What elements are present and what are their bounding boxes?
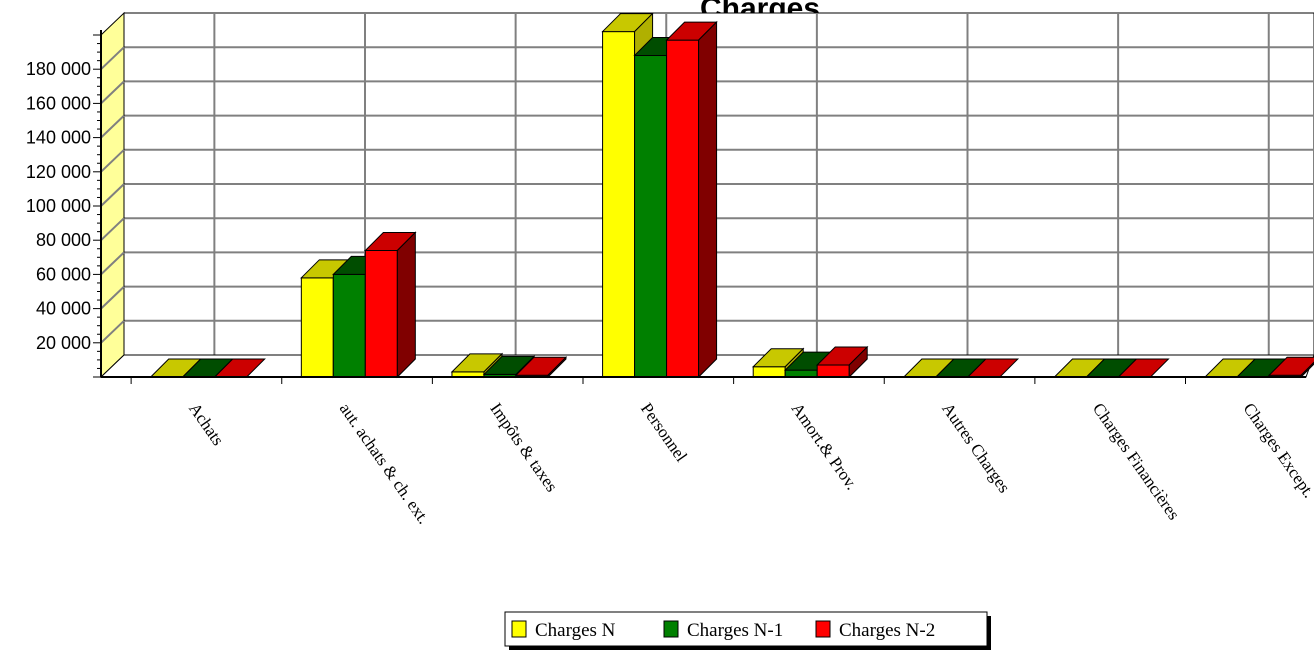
x-tick-label: Achats	[185, 399, 228, 449]
grid-line-wall	[100, 80, 125, 105]
bar	[665, 20, 718, 379]
legend: Charges N Charges N-1 Charges N-2	[504, 611, 991, 650]
x-tick-label: Charges Except.	[1239, 399, 1314, 501]
bar-marks	[149, 12, 1314, 379]
grid-line-wall	[100, 114, 125, 139]
legend-swatch	[511, 620, 527, 638]
legend-item: Charges N	[511, 620, 616, 641]
legend-item: Charges N-1	[663, 620, 783, 641]
y-tick-label: 80 000	[36, 230, 91, 250]
legend-label: Charges N	[535, 620, 616, 641]
x-tick-label: Autres Charges	[938, 399, 1014, 496]
legend-label: Charges N-2	[839, 620, 935, 641]
grid-line-wall	[100, 285, 125, 310]
bar	[364, 231, 417, 379]
bar	[815, 345, 869, 379]
grid-line-wall	[100, 183, 125, 207]
y-tick-label: 20 000	[36, 333, 91, 353]
x-tick-label: Impôts & taxes	[486, 399, 561, 495]
y-tick-label: 40 000	[36, 299, 91, 319]
y-tick-label: 120 000	[26, 162, 91, 182]
legend-item: Charges N-2	[815, 620, 935, 641]
y-tick-label: 100 000	[26, 196, 91, 216]
y-tick-label: 160 000	[26, 93, 91, 113]
y-axis-wall	[100, 11, 125, 379]
y-axis: 20 000 40 000 60 000 80 000 100 000 120 000 14…	[26, 30, 102, 378]
x-tick-label: Amort.& Prov.	[788, 399, 862, 493]
grid-line-wall	[100, 149, 125, 173]
grid-line-wall	[100, 320, 125, 344]
legend-swatch	[663, 620, 679, 638]
x-tick-label: Personnel	[637, 399, 691, 465]
grid-line-wall	[100, 217, 125, 241]
x-axis: Achats aut. achats & ch. ext. Impôts & tax…	[101, 376, 1314, 527]
y-tick-label: 60 000	[36, 264, 91, 284]
y-tick-label: 140 000	[26, 128, 91, 148]
y-tick-label: 180 000	[26, 59, 91, 79]
x-tick-label: aut. achats & ch. ext.	[336, 399, 434, 527]
grid-line-wall	[100, 46, 125, 70]
legend-label: Charges N-1	[687, 620, 783, 641]
legend-swatch	[815, 620, 831, 638]
grid-line-wall	[100, 251, 125, 276]
x-tick-label: Charges Financières	[1089, 399, 1184, 523]
